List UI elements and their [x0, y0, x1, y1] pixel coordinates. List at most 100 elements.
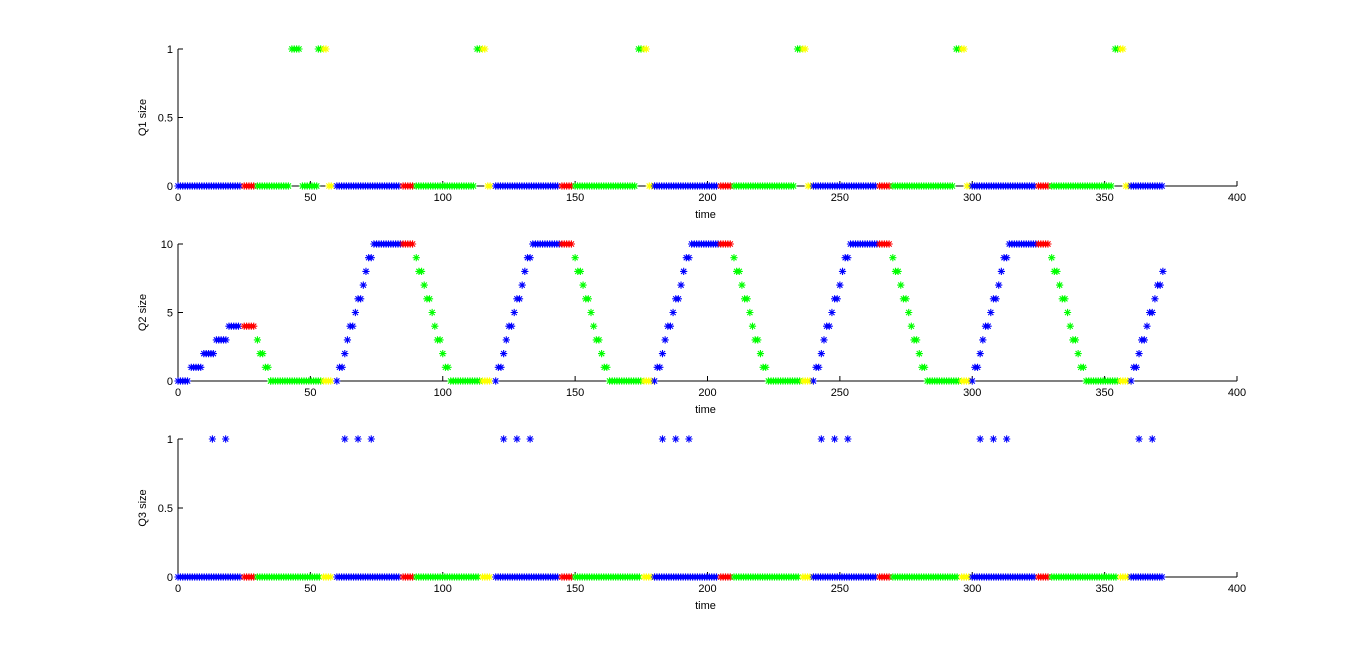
data-point — [789, 182, 798, 190]
data-point — [222, 336, 230, 344]
data-point — [481, 45, 489, 53]
data-point — [828, 308, 836, 317]
data-point — [439, 350, 447, 358]
x-tick-label: 350 — [1095, 387, 1113, 399]
y-tick-label: 5 — [167, 308, 173, 320]
data-point — [1030, 573, 1038, 581]
data-markers — [174, 240, 1167, 385]
data-point — [554, 182, 562, 190]
y-tick-label: 1 — [167, 44, 173, 56]
data-point — [1030, 182, 1038, 190]
x-tick-label: 300 — [963, 583, 981, 595]
data-point — [992, 295, 1000, 303]
data-point — [208, 435, 217, 443]
data-point — [500, 435, 508, 443]
data-point — [820, 336, 828, 344]
data-point — [1063, 308, 1072, 317]
data-point — [1066, 322, 1074, 330]
x-axis-label: time — [695, 209, 716, 221]
x-tick-label: 400 — [1228, 192, 1246, 204]
data-point — [1158, 573, 1166, 581]
data-point — [825, 322, 833, 330]
data-point — [897, 281, 905, 289]
data-point — [327, 573, 335, 581]
x-axis-label: time — [695, 404, 716, 416]
data-point — [871, 573, 879, 581]
data-point — [979, 336, 987, 344]
data-point — [1053, 267, 1061, 275]
subplot-2: 0 50 100 150 200 250 300 350 400 0 5 10 time Q2 size — [137, 239, 1246, 416]
data-point — [658, 435, 667, 443]
data-point — [444, 363, 452, 371]
data-point — [885, 240, 893, 248]
x-tick-label: 50 — [304, 387, 316, 399]
data-point — [987, 308, 995, 317]
data-point — [743, 295, 751, 303]
data-point — [915, 350, 923, 358]
data-point — [367, 254, 375, 262]
data-point — [420, 281, 428, 289]
data-point — [359, 281, 367, 289]
data-point — [1151, 295, 1159, 303]
data-point — [844, 254, 852, 262]
x-tick-label: 150 — [566, 583, 584, 595]
data-point — [341, 350, 349, 358]
data-point — [905, 308, 913, 317]
data-point — [284, 182, 293, 190]
data-point — [598, 350, 606, 358]
data-point — [1003, 254, 1011, 262]
data-point — [197, 363, 205, 371]
data-point — [1044, 240, 1052, 248]
x-tick-label: 200 — [698, 583, 716, 595]
data-point — [183, 377, 192, 385]
data-point — [236, 182, 244, 190]
data-point — [354, 435, 362, 443]
data-point — [469, 182, 478, 190]
data-point — [417, 267, 426, 275]
data-point — [587, 308, 595, 317]
data-point — [338, 363, 346, 371]
data-point — [341, 435, 349, 443]
data-point — [960, 45, 968, 53]
data-point — [567, 240, 576, 248]
data-point — [754, 336, 762, 344]
data-point — [685, 435, 693, 443]
data-point — [680, 267, 688, 275]
data-point — [526, 435, 534, 443]
data-point — [748, 322, 757, 330]
data-point — [431, 322, 439, 330]
data-point — [513, 435, 521, 443]
data-point — [584, 295, 592, 303]
data-point — [259, 350, 267, 358]
data-point — [1079, 363, 1088, 371]
x-tick-label: 350 — [1095, 192, 1113, 204]
data-point — [322, 45, 330, 53]
x-tick-label: 300 — [963, 387, 981, 399]
x-tick-label: 300 — [963, 192, 981, 204]
data-point — [885, 573, 893, 581]
data-point — [735, 267, 743, 275]
data-point — [650, 377, 659, 385]
x-tick-label: 350 — [1095, 583, 1113, 595]
data-point — [1003, 435, 1011, 443]
data-point — [913, 336, 921, 344]
data-point — [486, 573, 494, 581]
data-point — [631, 182, 639, 190]
data-point — [554, 573, 562, 581]
data-point — [1044, 573, 1052, 581]
data-point — [1135, 435, 1143, 443]
y-tick-label: 0 — [167, 376, 173, 388]
data-point — [497, 363, 505, 371]
data-point — [567, 573, 576, 581]
data-point — [844, 435, 852, 443]
data-point — [362, 267, 370, 275]
x-tick-label: 50 — [304, 583, 316, 595]
data-point — [253, 336, 262, 344]
data-point — [656, 363, 664, 371]
y-tick-label: 0.5 — [158, 113, 173, 125]
data-point — [264, 363, 272, 371]
data-point — [327, 377, 335, 385]
x-tick-label: 0 — [175, 387, 181, 399]
data-point — [408, 240, 417, 248]
